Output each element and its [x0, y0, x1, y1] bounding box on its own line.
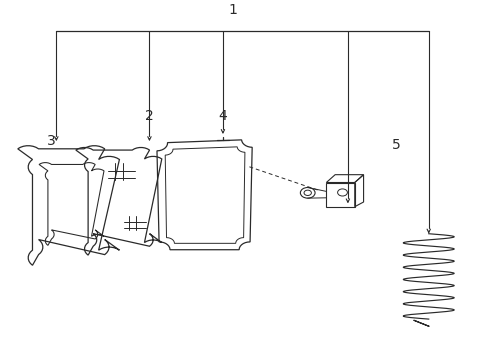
Circle shape	[300, 188, 315, 198]
Text: 3: 3	[47, 134, 55, 148]
Bar	[326, 183, 355, 207]
Text: 4: 4	[218, 109, 227, 123]
Text: 2: 2	[145, 109, 153, 123]
Text: 5: 5	[392, 138, 401, 152]
Text: 1: 1	[228, 3, 237, 17]
